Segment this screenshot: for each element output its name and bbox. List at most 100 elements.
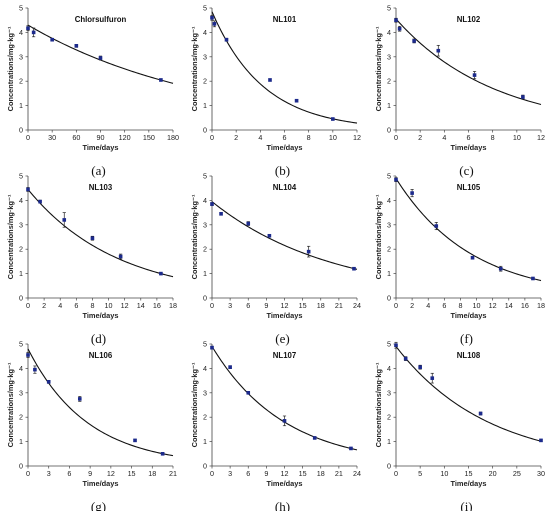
chart-3-y-axis-title: Concentrations/mg·kg⁻¹ bbox=[6, 194, 15, 279]
chart-5-x-tick-label-4: 8 bbox=[458, 301, 462, 310]
chart-0-point-1 bbox=[31, 27, 36, 38]
chart-1-y-tick-label-5: 5 bbox=[203, 4, 207, 13]
chart-6-fit-line bbox=[27, 348, 174, 457]
chart-2-point-4 bbox=[472, 71, 477, 80]
chart-3-point-3 bbox=[90, 235, 95, 241]
chart-1-marker-5 bbox=[331, 117, 335, 121]
chart-1-point-3 bbox=[268, 78, 272, 82]
chart-4-point-3 bbox=[267, 233, 272, 238]
chart-5-x-tick-label-2: 4 bbox=[426, 301, 430, 310]
chart-6-title: NL106 bbox=[89, 351, 113, 360]
chart-1-point-4 bbox=[294, 98, 299, 103]
chart-3-x-axis-title: Time/days bbox=[82, 311, 118, 320]
chart-8-y-axis-title: Concentrations/mg·kg⁻¹ bbox=[374, 362, 383, 447]
chart-4-x-axis-title: Time/days bbox=[266, 311, 302, 320]
chart-8-x-tick-label-1: 5 bbox=[418, 469, 422, 478]
chart-7-point-0 bbox=[210, 345, 214, 350]
chart-0-x-tick-label-3: 90 bbox=[97, 133, 105, 142]
chart-0-point-2 bbox=[50, 37, 54, 42]
chart-0-marker-2 bbox=[50, 37, 54, 42]
chart-6-x-tick-label-7: 21 bbox=[169, 469, 177, 478]
chart-1-fit-line bbox=[211, 11, 358, 124]
chart-4-y-tick-label-4: 4 bbox=[203, 196, 207, 205]
chart-1-x-tick-label-3: 6 bbox=[283, 133, 287, 142]
chart-0-x-tick-label-0: 0 bbox=[26, 133, 30, 142]
chart-8-x-tick-label-3: 15 bbox=[465, 469, 473, 478]
chart-6-x-tick-label-4: 12 bbox=[107, 469, 115, 478]
chart-2-point-2 bbox=[412, 38, 416, 44]
chart-3-x-tick-label-4: 8 bbox=[90, 301, 94, 310]
chart-3-x-tick-label-5: 10 bbox=[105, 301, 113, 310]
chart-5-marker-4 bbox=[498, 266, 503, 271]
chart-2-marker-0 bbox=[394, 18, 398, 22]
chart-5-point-1 bbox=[410, 189, 414, 198]
chart-5-x-tick-label-7: 14 bbox=[505, 301, 513, 310]
chart-0-y-tick-label-5: 5 bbox=[19, 4, 23, 13]
chart-5-point-4 bbox=[498, 265, 503, 272]
chart-0-y-axis-title: Concentrations/mg·kg⁻¹ bbox=[6, 26, 15, 111]
chart-7-panel-label: (h) bbox=[275, 499, 290, 511]
chart-0-marker-4 bbox=[98, 56, 103, 60]
chart-6-x-tick-label-1: 3 bbox=[47, 469, 51, 478]
chart-7-point-3 bbox=[282, 415, 287, 427]
chart-1-title: NL101 bbox=[273, 15, 297, 24]
chart-5-point-3 bbox=[470, 255, 475, 260]
chart-8-y-tick-label-2: 2 bbox=[387, 413, 391, 422]
chart-4-marker-5 bbox=[352, 266, 356, 271]
chart-3-fit-line bbox=[27, 189, 174, 278]
chart-7-marker-1 bbox=[228, 365, 232, 369]
chart-2-point-1 bbox=[397, 25, 402, 32]
chart-5: 0 2 4 6 8 10 12 14 16 18012345Time/daysConcentrat… bbox=[374, 172, 545, 347]
chart-2-point-3 bbox=[436, 44, 441, 57]
chart-0-x-tick-label-4: 120 bbox=[119, 133, 131, 142]
chart-5-marker-0 bbox=[394, 177, 398, 182]
chart-8-point-2 bbox=[418, 364, 422, 370]
chart-3-x-tick-label-8: 16 bbox=[153, 301, 161, 310]
chart-0-marker-1 bbox=[31, 30, 36, 35]
chart-4-x-tick-label-6: 18 bbox=[317, 301, 325, 310]
chart-2-title: NL102 bbox=[457, 15, 481, 24]
chart-7-x-tick-label-2: 6 bbox=[246, 469, 250, 478]
chart-0-title: Chlorsulfuron bbox=[75, 15, 127, 24]
chart-7-x-tick-label-6: 18 bbox=[317, 469, 325, 478]
chart-8-y-tick-label-1: 1 bbox=[387, 437, 391, 446]
chart-1-marker-2 bbox=[224, 37, 229, 42]
chart-2-x-tick-label-4: 8 bbox=[491, 133, 495, 142]
chart-2-x-tick-label-3: 6 bbox=[467, 133, 471, 142]
chart-0-point-5 bbox=[159, 78, 163, 82]
chart-2-marker-5 bbox=[521, 95, 525, 99]
chart-4-x-tick-label-5: 15 bbox=[299, 301, 307, 310]
chart-2-x-tick-label-2: 4 bbox=[442, 133, 446, 142]
chart-4-x-tick-label-3: 9 bbox=[264, 301, 268, 310]
chart-3-x-tick-label-2: 4 bbox=[58, 301, 62, 310]
chart-2-y-tick-label-2: 2 bbox=[387, 77, 391, 86]
chart-4-y-tick-label-5: 5 bbox=[203, 172, 207, 181]
chart-0-x-tick-label-1: 30 bbox=[48, 133, 56, 142]
chart-3-y-tick-label-0: 0 bbox=[19, 294, 23, 303]
chart-5-y-tick-label-5: 5 bbox=[387, 172, 391, 181]
chart-5-y-tick-label-3: 3 bbox=[387, 220, 391, 229]
chart-1-x-tick-label-6: 12 bbox=[353, 133, 361, 142]
chart-1-y-tick-label-4: 4 bbox=[203, 28, 207, 37]
chart-6-marker-2 bbox=[46, 380, 51, 384]
chart-1-marker-4 bbox=[294, 98, 299, 103]
chart-0-x-tick-label-6: 180 bbox=[167, 133, 179, 142]
chart-0-marker-0 bbox=[26, 26, 30, 31]
chart-4-marker-1 bbox=[219, 212, 223, 216]
chart-3-y-tick-label-3: 3 bbox=[19, 220, 23, 229]
chart-8-point-0 bbox=[394, 341, 398, 349]
chart-0-marker-3 bbox=[74, 44, 79, 48]
chart-5-x-tick-label-6: 12 bbox=[489, 301, 497, 310]
chart-3-title: NL103 bbox=[89, 183, 113, 192]
chart-7-x-tick-label-7: 21 bbox=[335, 469, 343, 478]
chart-7-x-tick-label-3: 9 bbox=[264, 469, 268, 478]
chart-8-point-3 bbox=[430, 372, 435, 384]
chart-1-point-2 bbox=[224, 37, 229, 42]
chart-3-y-tick-label-5: 5 bbox=[19, 172, 23, 181]
chart-2-y-tick-label-1: 1 bbox=[387, 101, 391, 110]
chart-0-x-tick-label-2: 60 bbox=[72, 133, 80, 142]
chart-3-y-tick-label-4: 4 bbox=[19, 196, 23, 205]
chart-0-y-tick-label-2: 2 bbox=[19, 77, 23, 86]
chart-3-x-tick-label-1: 2 bbox=[42, 301, 46, 310]
